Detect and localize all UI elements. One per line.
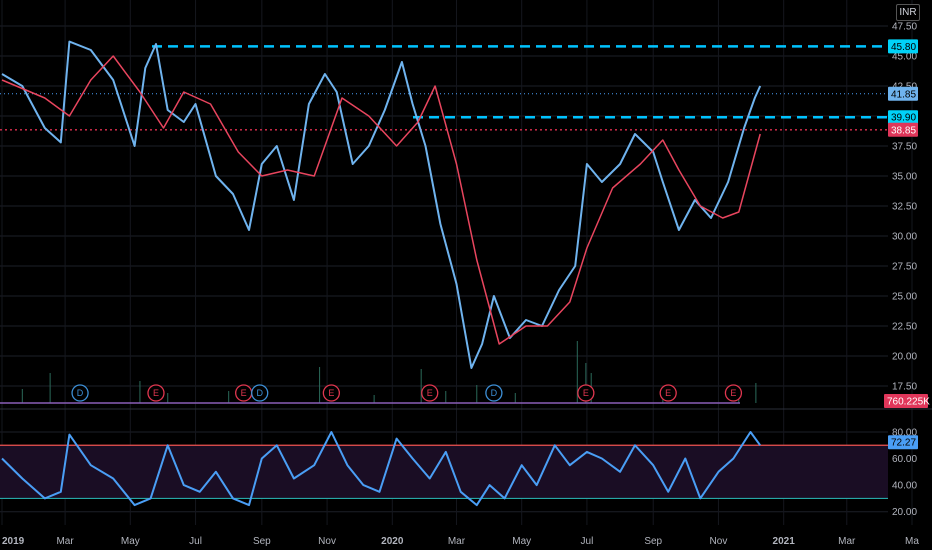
svg-text:38.85: 38.85	[891, 125, 916, 136]
svg-text:45.80: 45.80	[891, 42, 916, 53]
earnings-marker[interactable]: E	[724, 384, 743, 402]
time-axis[interactable]: 2019 Mar May Jul Sep Nov 2020 Mar May Jul Sep Nov 20…	[2, 536, 919, 547]
rsi-tick-label: 80.00	[892, 427, 917, 438]
svg-text:E: E	[241, 388, 247, 398]
earnings-marker[interactable]: E	[322, 384, 341, 402]
currency-label[interactable]: INR	[896, 4, 920, 21]
price-tick-label: 45.00	[892, 52, 917, 63]
price-tick-label: 22.50	[892, 322, 917, 333]
price-series	[1, 40, 762, 369]
time-tick-label: 2019	[2, 536, 25, 547]
svg-text:E: E	[328, 388, 334, 398]
volume-value-label: 760.225K	[884, 394, 930, 408]
time-tick-label: Mar	[56, 536, 74, 547]
price-tick-label: 17.50	[892, 382, 917, 393]
price-line-label: 38.85	[888, 122, 918, 137]
price-tick-label: 47.50	[892, 22, 917, 33]
dividend-marker[interactable]: D	[251, 384, 269, 402]
rsi-series	[0, 431, 888, 507]
dividend-marker[interactable]: D	[71, 384, 89, 402]
price-tick-label: 35.00	[892, 172, 917, 183]
price-tick-label: 32.50	[892, 202, 917, 213]
time-tick-label: Nov	[318, 536, 336, 547]
time-tick-label: May	[512, 536, 531, 547]
svg-text:E: E	[665, 388, 671, 398]
time-tick-label: Sep	[253, 536, 271, 547]
dividend-marker[interactable]: D	[485, 384, 503, 402]
time-tick-label: Jul	[581, 536, 594, 547]
price-tick-label: 30.00	[892, 232, 917, 243]
grid-lines	[0, 0, 913, 525]
moving-average-line	[1, 55, 761, 345]
earnings-marker[interactable]: E	[659, 384, 677, 402]
price-tick-label: 27.50	[892, 262, 917, 273]
svg-text:E: E	[730, 388, 736, 398]
price-line	[1, 40, 762, 369]
price-tick-label: 25.00	[892, 292, 917, 303]
price-tick-label: 20.00	[892, 352, 917, 363]
rsi-tick-label: 40.00	[892, 481, 917, 492]
price-line-label: 39.90	[888, 110, 918, 125]
time-tick-label: 2020	[381, 536, 404, 547]
time-tick-label: Mar	[448, 536, 466, 547]
last-price-label: 41.85	[888, 86, 918, 101]
svg-text:D: D	[256, 388, 263, 398]
svg-text:D: D	[491, 388, 498, 398]
time-tick-label: Mar	[838, 536, 856, 547]
svg-text:72.27: 72.27	[891, 438, 916, 449]
svg-text:39.90: 39.90	[891, 113, 916, 124]
svg-text:E: E	[153, 388, 159, 398]
earnings-marker[interactable]: E	[235, 384, 253, 402]
horizontal-price-lines[interactable]	[0, 45, 888, 131]
price-tick-label: 37.50	[892, 142, 917, 153]
earnings-marker[interactable]: E	[421, 384, 439, 402]
svg-text:41.85: 41.85	[891, 89, 916, 100]
time-tick-label: Sep	[644, 536, 662, 547]
svg-text:760.225K: 760.225K	[887, 397, 930, 408]
time-tick-label: Ma	[905, 536, 919, 547]
rsi-tick-label: 60.00	[892, 454, 917, 465]
rsi-line	[1, 431, 762, 507]
rsi-tick-label: 20.00	[892, 507, 917, 518]
price-line-label: 45.80	[888, 39, 918, 54]
svg-text:E: E	[427, 388, 433, 398]
time-tick-label: 2021	[773, 536, 796, 547]
earnings-marker[interactable]: E	[577, 384, 595, 402]
time-tick-label: May	[121, 536, 140, 547]
earnings-marker[interactable]: E	[147, 384, 165, 402]
volume-bars	[0, 341, 757, 404]
svg-text:D: D	[77, 388, 84, 398]
time-tick-label: Jul	[189, 536, 202, 547]
time-tick-label: Nov	[710, 536, 728, 547]
svg-text:E: E	[583, 388, 589, 398]
rsi-value-label: 72.27	[888, 435, 918, 450]
